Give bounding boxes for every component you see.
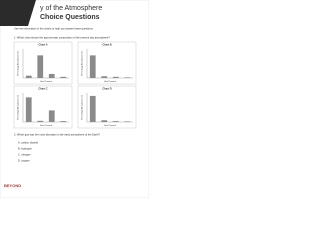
x-axis-label: Gas Present xyxy=(104,80,117,83)
x-axis-label: Gas Present xyxy=(104,124,117,127)
chart-title: Chart A xyxy=(38,43,47,47)
chart-title: Chart B xyxy=(102,43,111,47)
instructions: Use the information in the charts to hel… xyxy=(14,27,94,31)
bar xyxy=(25,97,32,122)
footer-brand: BEYOND xyxy=(4,183,21,188)
y-axis-label: Percentage Abundance (%) xyxy=(81,95,84,120)
option: A. carbon dioxide xyxy=(18,141,39,145)
question-2: 2. Which gas was the most abundant in th… xyxy=(14,133,100,137)
bar xyxy=(37,55,44,78)
option: D. oxygen xyxy=(18,159,30,163)
bar xyxy=(25,75,32,78)
question-1: 1. Which chart shows the approximate com… xyxy=(14,36,110,40)
bar xyxy=(112,121,119,122)
y-axis-label: Percentage Abundance (%) xyxy=(17,95,20,120)
bar xyxy=(124,121,131,122)
bar xyxy=(101,120,108,122)
bar xyxy=(124,77,131,78)
x-axis-label: Gas Present xyxy=(40,80,53,83)
bar xyxy=(89,95,96,122)
page: y of the Atmosphere Choice Questions Use… xyxy=(0,0,150,199)
option: C. nitrogen xyxy=(18,153,31,157)
bar xyxy=(89,55,96,78)
bar xyxy=(37,120,44,122)
option: B. hydrogen xyxy=(18,147,33,151)
subtitle: Choice Questions xyxy=(40,14,100,21)
bar xyxy=(60,121,67,122)
bar xyxy=(48,73,55,78)
chart-title: Chart C xyxy=(38,87,47,91)
title: y of the Atmosphere xyxy=(40,5,102,12)
bar xyxy=(60,76,67,78)
bar xyxy=(112,76,119,78)
bar xyxy=(48,110,55,122)
bar xyxy=(101,76,108,78)
chart-title: Chart D xyxy=(102,87,111,91)
y-axis-label: Percentage Abundance (%) xyxy=(17,51,20,76)
y-axis-label: Percentage Abundance (%) xyxy=(81,51,84,76)
corner-shape xyxy=(0,0,36,26)
x-axis-label: Gas Present xyxy=(40,124,53,127)
